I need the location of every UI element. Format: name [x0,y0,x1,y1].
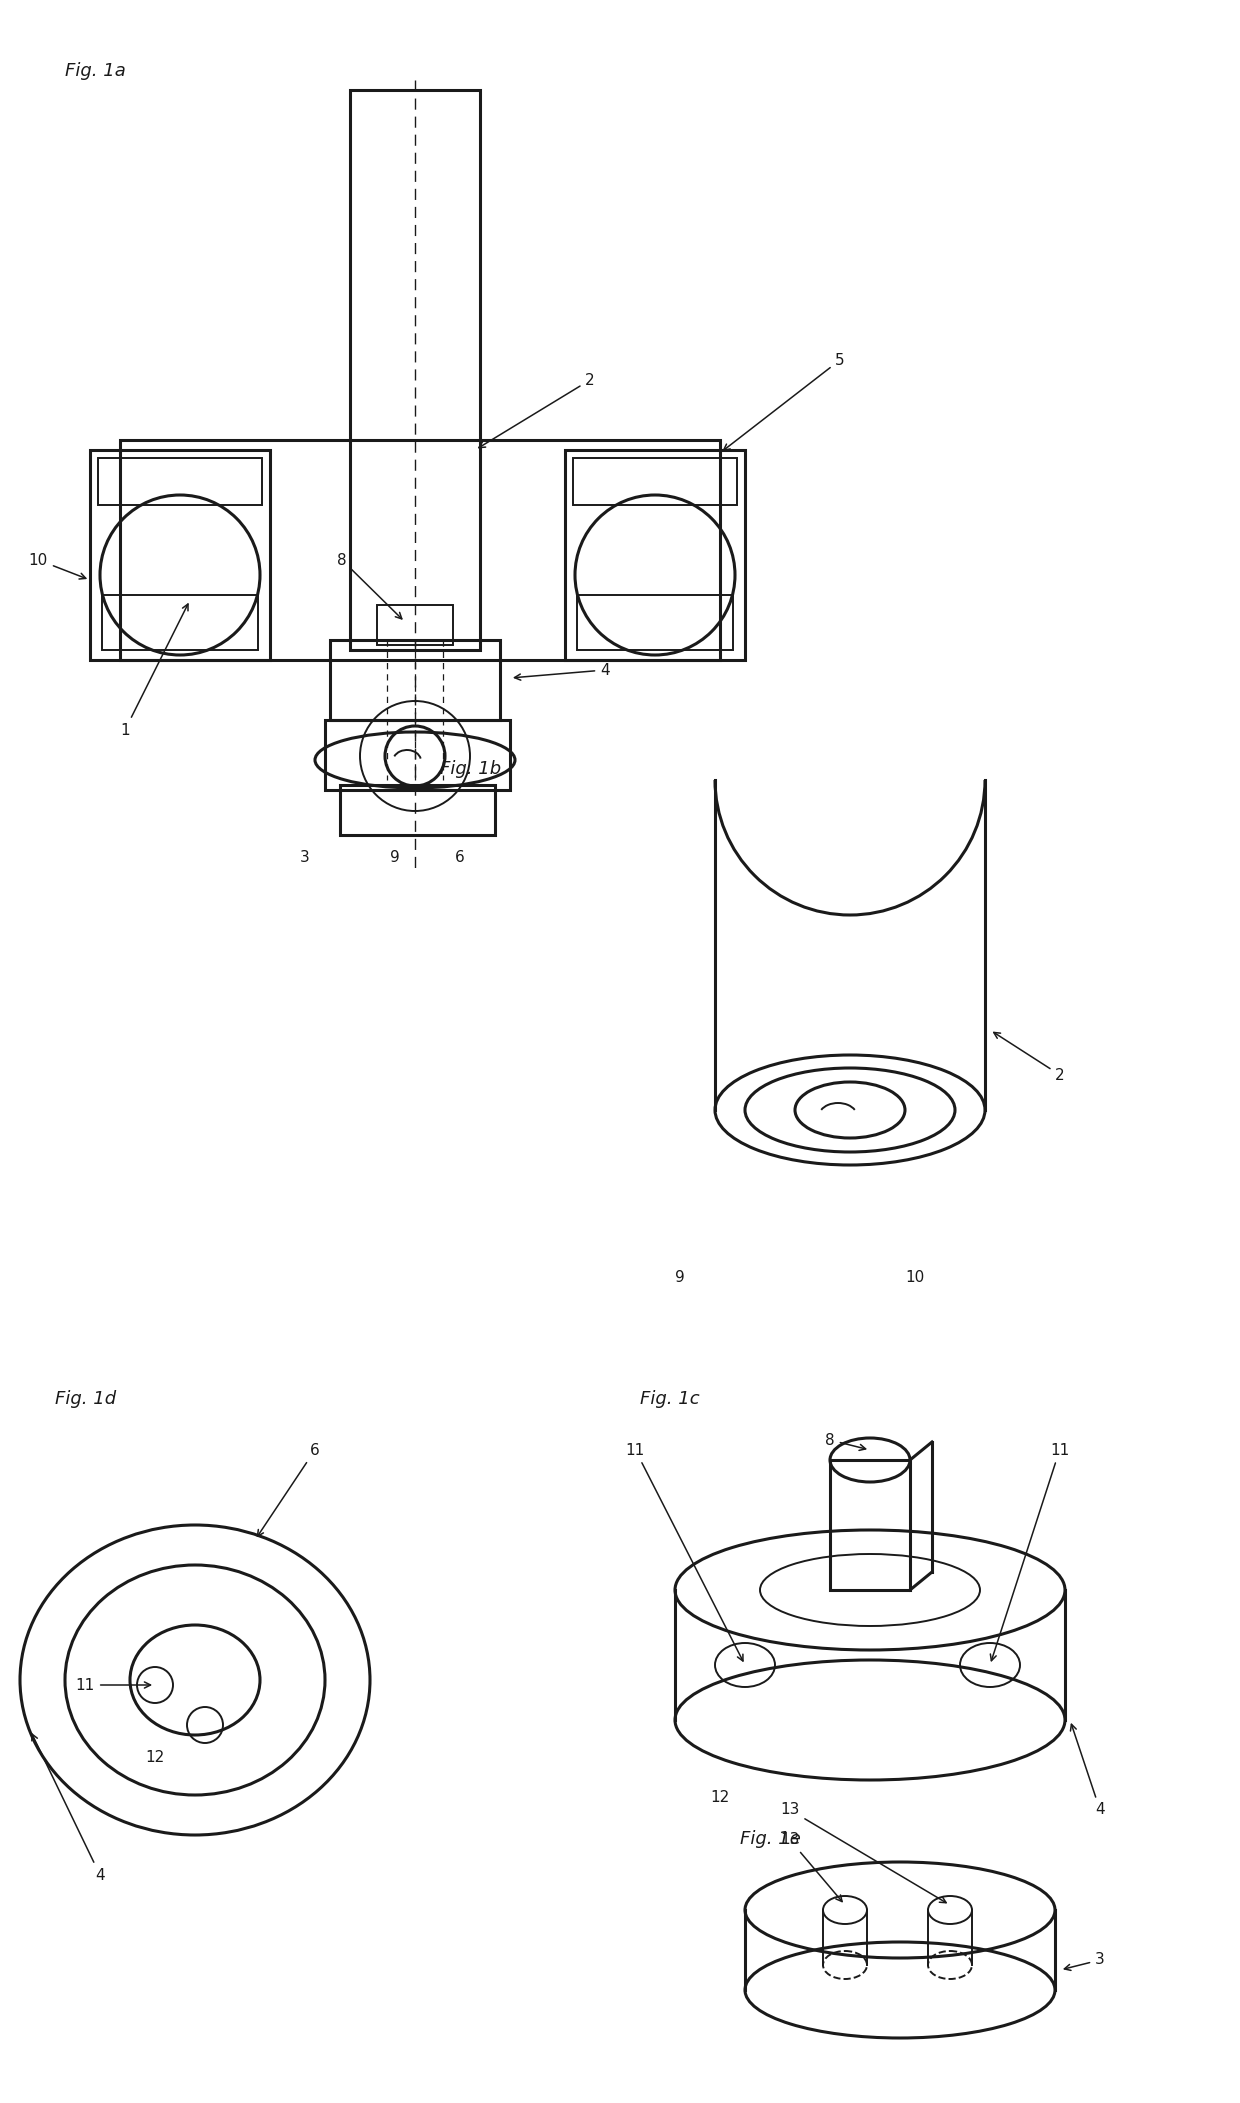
Text: Fig. 1c: Fig. 1c [640,1390,699,1409]
Text: 9: 9 [675,1270,684,1285]
Bar [340,784,495,835]
Text: 11: 11 [626,1443,743,1661]
Text: 9: 9 [391,850,399,864]
Text: 8: 8 [337,553,402,618]
Text: 12: 12 [145,1750,165,1764]
Text: 6: 6 [258,1443,320,1537]
Text: Fig. 1a: Fig. 1a [64,61,125,80]
Text: 13: 13 [780,1832,842,1901]
Text: 2: 2 [993,1033,1065,1083]
Text: 4: 4 [515,662,610,679]
Bar [830,1459,910,1590]
Text: 1: 1 [120,604,188,738]
Text: 4: 4 [32,1735,105,1882]
Text: 11: 11 [76,1678,150,1693]
Bar [330,639,500,719]
Text: 10: 10 [905,1270,925,1285]
Bar [325,719,510,791]
Text: 2: 2 [479,372,595,448]
Text: 8: 8 [825,1432,866,1451]
Bar [377,606,453,646]
Text: Fig. 1b: Fig. 1b [440,759,501,778]
Text: 13: 13 [780,1802,946,1903]
Bar [91,450,270,660]
Bar [577,595,733,650]
Bar [120,440,720,660]
Text: 10: 10 [29,553,86,578]
Bar [102,595,258,650]
Bar [98,458,262,505]
Text: Fig. 1d: Fig. 1d [55,1390,117,1409]
Text: 4: 4 [1070,1724,1105,1817]
Bar [350,90,480,650]
Text: 6: 6 [455,850,465,864]
Text: Fig. 1e: Fig. 1e [740,1830,801,1849]
Text: 3: 3 [300,850,310,864]
Text: 11: 11 [991,1443,1069,1661]
Bar [565,450,745,660]
Text: 3: 3 [1064,1952,1105,1971]
Bar [573,458,737,505]
Text: 5: 5 [724,353,844,450]
Text: 12: 12 [711,1790,729,1804]
